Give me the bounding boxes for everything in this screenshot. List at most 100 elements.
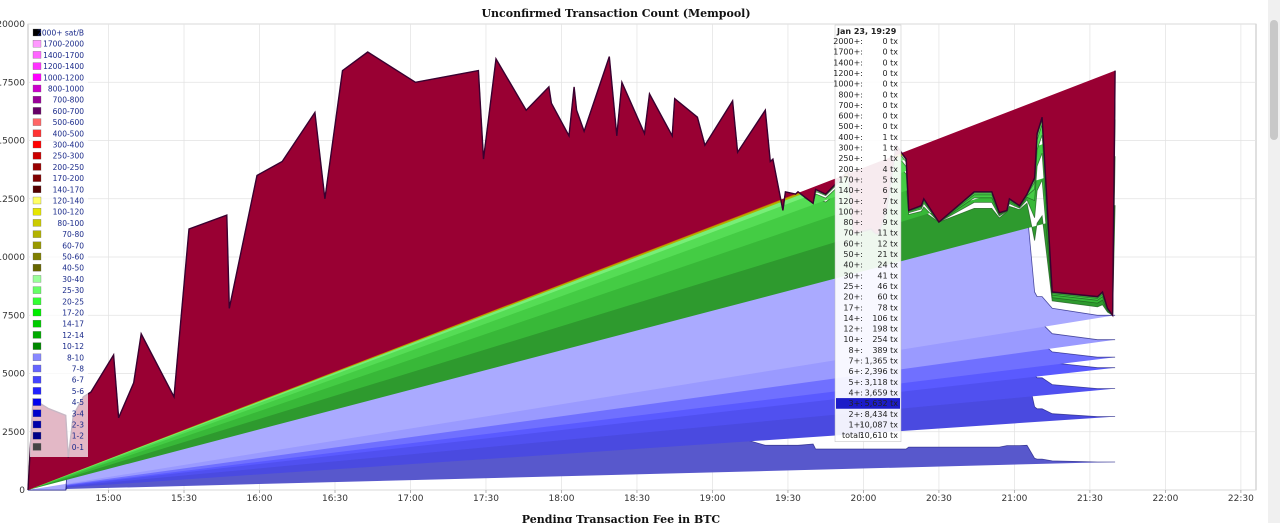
legend-label: 60-70 <box>62 241 84 250</box>
legend-label: 1200-1400 <box>43 62 84 71</box>
legend-label: 7-8 <box>72 365 84 374</box>
page-scrollbar[interactable] <box>1268 0 1280 523</box>
legend-swatch <box>32 387 42 395</box>
tooltip-value: 106 tx <box>872 314 898 323</box>
x-tick-label: 19:00 <box>699 494 725 504</box>
tooltip-label: 1+: <box>849 420 864 429</box>
legend-label: 12-14 <box>62 331 84 340</box>
tooltip-label: 2000+: <box>833 37 863 46</box>
legend-label: 140-170 <box>53 185 85 194</box>
chart-legend: 2000+ sat/B 1700-2000 1400-1700 1200-1400 10… <box>30 27 88 457</box>
legend-label: 800-1000 <box>48 85 84 94</box>
tooltip-value: 198 tx <box>872 325 898 334</box>
legend-label: 2-3 <box>72 421 84 430</box>
x-tick-label: 22:00 <box>1152 494 1178 504</box>
tooltip-label: 140+: <box>838 186 863 195</box>
tooltip-value: 10,610 tx <box>860 431 899 440</box>
tooltip-value: 254 tx <box>872 335 898 344</box>
x-tick-label: 17:00 <box>398 494 424 504</box>
tooltip-label: 14+: <box>843 314 863 323</box>
x-tick-label: 16:00 <box>247 494 273 504</box>
tooltip-label: 8+: <box>849 346 864 355</box>
legend-swatch <box>32 196 42 205</box>
tooltip-label: 20+: <box>843 293 863 302</box>
tooltip-label: 70+: <box>843 229 863 238</box>
legend-swatch <box>32 62 42 70</box>
x-tick-label: 18:30 <box>624 494 650 504</box>
tooltip-label: 4+: <box>849 388 864 397</box>
legend-swatch <box>32 409 42 417</box>
scrollbar-thumb[interactable] <box>1270 20 1278 140</box>
legend-swatch <box>32 432 42 440</box>
legend-label: 100-120 <box>53 208 85 217</box>
tooltip-label: 6+: <box>849 367 864 376</box>
tooltip-value: 5 tx <box>882 175 898 184</box>
y-tick-label: 10000 <box>0 253 25 263</box>
tooltip-value: 21 tx <box>877 250 898 259</box>
tooltip-label: 300+: <box>838 144 863 153</box>
legend-swatch <box>32 264 42 272</box>
next-chart-title: Pending Transaction Fee in BTC <box>522 513 721 523</box>
tooltip-label: 12+: <box>843 325 863 334</box>
legend-swatch <box>32 51 42 59</box>
tooltip-label: 40+: <box>843 261 863 270</box>
tooltip-highlight <box>836 398 900 409</box>
x-tick-label: 21:30 <box>1077 494 1103 504</box>
tooltip-label: 100+: <box>838 207 863 216</box>
y-tick-label: 20000 <box>0 20 25 30</box>
tooltip-value: 60 tx <box>877 293 898 302</box>
tooltip-value: 3,118 tx <box>865 378 899 387</box>
y-tick-label: 2500 <box>2 428 25 438</box>
legend-label: 80-100 <box>57 219 84 228</box>
tooltip-value: 1 tx <box>882 133 898 142</box>
legend-label: 8-10 <box>67 353 84 362</box>
legend-swatch <box>32 331 42 339</box>
area-band <box>28 433 1116 490</box>
y-tick-label: 12500 <box>0 195 25 205</box>
tooltip-value: 5,632 tx <box>865 399 899 408</box>
y-tick-label: 15000 <box>0 137 25 147</box>
legend-label: 1400-1700 <box>43 51 84 60</box>
legend-swatch <box>32 297 42 305</box>
legend-swatch <box>32 28 42 37</box>
tooltip-value: 78 tx <box>877 303 898 312</box>
tooltip-label: 1400+: <box>833 58 863 67</box>
tooltip-value: 0 tx <box>882 90 898 99</box>
tooltip-value: 0 tx <box>882 80 898 89</box>
tooltip-value: 1,365 tx <box>865 357 899 366</box>
legend-label: 700-800 <box>53 96 85 105</box>
tooltip-label: 1700+: <box>833 48 863 57</box>
tooltip-value: 4 tx <box>882 165 898 174</box>
legend-label: 25-30 <box>62 286 84 295</box>
tooltip-value: 0 tx <box>882 48 898 57</box>
legend-swatch <box>32 275 42 283</box>
tooltip-label: 3+: <box>849 399 864 408</box>
tooltip-label: 30+: <box>843 271 863 280</box>
x-tick-label: 22:30 <box>1228 494 1254 504</box>
tooltip-value: 46 tx <box>877 282 898 291</box>
tooltip-label: 1000+: <box>833 80 863 89</box>
tooltip-label: 7+: <box>849 357 864 366</box>
x-tick-label: 17:30 <box>473 494 499 504</box>
legend-label: 170-200 <box>53 174 85 183</box>
tooltip-value: 7 tx <box>882 197 898 206</box>
tooltip-label: 250+: <box>838 154 863 163</box>
legend-swatch <box>32 230 42 238</box>
tooltip-value: 1 tx <box>882 154 898 163</box>
tooltip-value: 2,396 tx <box>865 367 899 376</box>
legend-label: 500-600 <box>53 118 85 127</box>
legend-label: 17-20 <box>62 309 84 318</box>
legend-swatch <box>32 185 42 193</box>
legend-label: 200-250 <box>53 163 85 172</box>
tooltip-value: 12 tx <box>877 239 898 248</box>
tooltip-value: 11 tx <box>877 229 898 238</box>
legend-label: 300-400 <box>53 141 85 150</box>
tooltip-value: 3,659 tx <box>865 388 899 397</box>
tooltip-label: 17+: <box>843 303 863 312</box>
legend-label: 5-6 <box>72 387 84 396</box>
legend-swatch <box>32 129 42 137</box>
legend-swatch <box>32 376 42 384</box>
x-axis: 15:00 15:30 16:00 16:30 17:00 17:30 18:00 18:30… <box>96 490 1254 504</box>
tooltip-label: total: <box>842 431 863 440</box>
